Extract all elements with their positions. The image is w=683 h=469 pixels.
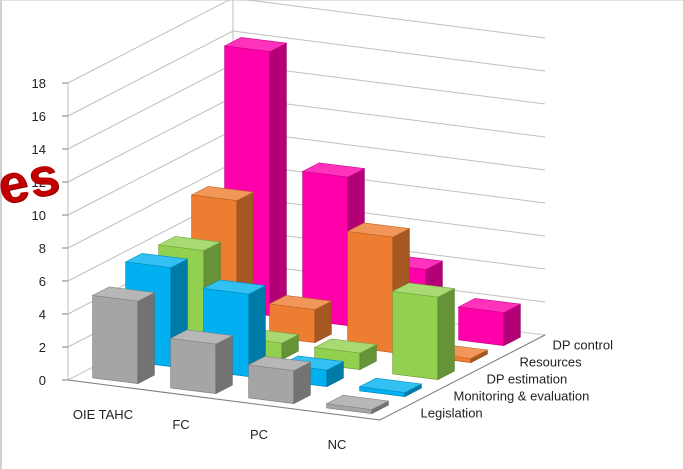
bar-top <box>223 37 288 52</box>
bar-side <box>269 42 287 317</box>
left-edge <box>0 0 2 469</box>
bar-top <box>124 253 189 268</box>
y-tick-label: 2 <box>39 340 46 355</box>
bar-top <box>313 338 378 354</box>
y-tick-label: 0 <box>39 373 46 388</box>
top-edge <box>0 0 683 1</box>
bar <box>391 282 456 381</box>
bar <box>91 286 156 385</box>
depth-axis-line <box>379 334 546 421</box>
bar-top <box>268 295 333 310</box>
bar-side <box>437 288 455 381</box>
y-tick-label: 18 <box>32 76 46 91</box>
series-label: Legislation <box>421 406 483 421</box>
series-label: DP control <box>553 338 614 353</box>
bar-front <box>458 306 505 346</box>
bar-top <box>190 186 255 201</box>
bar <box>247 356 312 405</box>
bar-top <box>157 236 222 251</box>
y-tick-label: 8 <box>39 241 46 256</box>
bar <box>325 394 390 415</box>
y-tick-labels: 0 2 4 6 8 10 12 14 16 18 <box>32 76 68 388</box>
y-tick-label: 6 <box>39 274 46 289</box>
bar-top <box>358 377 423 393</box>
bar <box>457 298 522 347</box>
y-tick-label: 16 <box>32 109 46 124</box>
bar-top <box>280 355 345 371</box>
x-tick-label: NC <box>328 437 347 452</box>
bar-front <box>248 364 295 404</box>
bar-top <box>457 298 522 313</box>
bar-top <box>202 279 267 295</box>
bars <box>91 37 522 415</box>
bar-top <box>91 286 156 302</box>
bar-front <box>92 295 139 384</box>
bar-front <box>170 338 217 394</box>
bar-top <box>325 394 390 410</box>
y-tick-label: 12 <box>32 175 46 190</box>
series-label: Resources <box>520 355 583 370</box>
x-tick-label: PC <box>250 427 268 442</box>
bar <box>358 377 423 398</box>
bar-top <box>247 356 312 371</box>
bar-top <box>346 222 411 238</box>
y-tick-label: 14 <box>32 142 46 157</box>
bar-top <box>391 282 456 298</box>
y-tick-label: 10 <box>32 208 46 223</box>
bar <box>346 222 411 354</box>
bar <box>169 329 234 395</box>
series-label: DP estimation <box>487 372 568 387</box>
bar-side <box>137 292 155 385</box>
bar-front <box>392 291 439 380</box>
series-label: Monitoring & evaluation <box>454 389 590 404</box>
y-tick-label: 4 <box>39 307 46 322</box>
bar-top <box>169 329 234 345</box>
series-labels: Legislation Monitoring & evaluation DP est… <box>421 338 614 421</box>
x-axis-line <box>67 379 381 421</box>
bar-front <box>347 231 394 353</box>
bar-top <box>301 162 366 178</box>
x-tick-labels: OIE TAHC FC PC NC <box>73 407 346 452</box>
gridline <box>67 0 546 84</box>
bar-side <box>215 335 233 395</box>
x-tick-label: OIE TAHC <box>73 407 133 422</box>
x-tick-label: FC <box>172 417 189 432</box>
